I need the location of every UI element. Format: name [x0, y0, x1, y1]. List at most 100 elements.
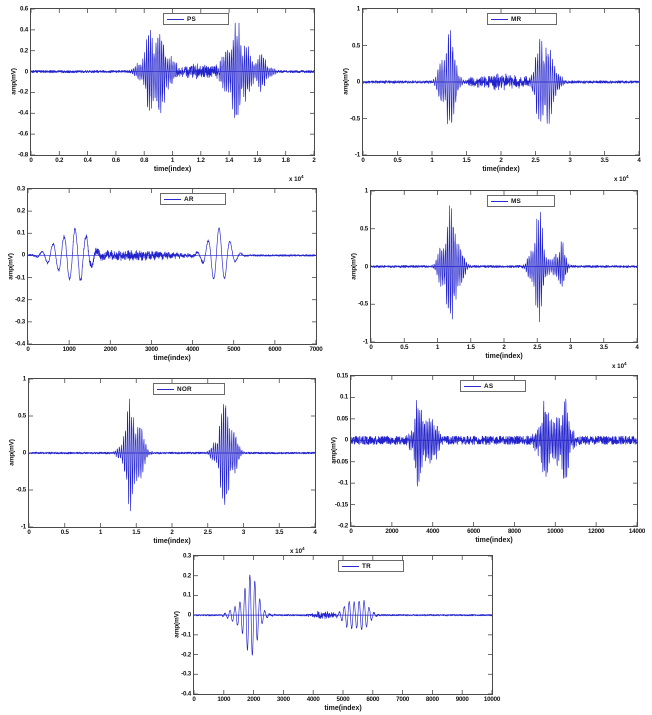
y-tick-label: -0.4: [181, 690, 191, 698]
y-tick-label: 0.15: [336, 372, 348, 380]
x-tick-label: 4000: [426, 528, 440, 535]
y-tick-label: -1: [362, 338, 368, 346]
y-tick-label: -0.6: [18, 130, 28, 138]
legend-line-sample: [157, 388, 174, 390]
waveform-svg-as: [351, 376, 637, 526]
legend-as[interactable]: AS: [460, 380, 526, 392]
y-tick-label: 0.6: [19, 5, 28, 13]
x-tick-label: 1.5: [466, 344, 475, 351]
x-tick-label: 1: [430, 157, 434, 164]
x-tick-label: 0.2: [55, 157, 64, 164]
legend-mr[interactable]: MR: [487, 13, 557, 25]
y-tick-label: 0.5: [359, 225, 368, 233]
exponent-prefix: x 10: [612, 363, 625, 371]
legend-label: PS: [187, 15, 196, 23]
x-tick-label: 1.4: [225, 157, 234, 164]
exponent-power: 4: [302, 546, 305, 551]
x-tick-label: 1.8: [281, 157, 290, 164]
x-tick-label: 3.5: [599, 344, 608, 351]
y-tick-label: 0.2: [182, 572, 191, 580]
y-tick-label: 0.5: [17, 412, 26, 420]
legend-nor[interactable]: NOR: [153, 383, 225, 395]
y-tick-label: 0: [187, 611, 191, 619]
legend-label: AS: [484, 382, 494, 390]
plot-area-ar: [27, 188, 317, 345]
y-tick-label: -1: [354, 151, 360, 159]
x-tick-label: 0: [26, 346, 30, 353]
legend-line-sample: [342, 565, 359, 567]
plot-area-ms: [370, 190, 638, 343]
x-tick-label: 1: [98, 529, 103, 536]
legend-ar[interactable]: AR: [160, 193, 226, 205]
y-tick-label: 0.4: [19, 26, 28, 34]
x-tick-label: 0: [29, 157, 33, 164]
y-axis-label: amp(mV): [8, 439, 16, 466]
legend-ms[interactable]: MS: [487, 195, 555, 207]
x-tick-label: 1000: [217, 696, 231, 703]
x-tick-label: 1: [435, 344, 440, 351]
legend-line-sample: [167, 18, 184, 20]
y-tick-label: 0: [356, 78, 360, 86]
x-tick-label: 0: [349, 528, 353, 535]
x-axis-label: time(index): [153, 538, 191, 545]
y-tick-label: 1: [364, 187, 368, 195]
y-tick-label: 0.1: [339, 393, 348, 401]
x-tick-label: 2000: [103, 346, 117, 353]
legend-label: TR: [362, 562, 371, 570]
x-axis-label: time(index): [153, 355, 191, 362]
legend-line-sample: [464, 385, 481, 387]
y-tick-label: -0.05: [334, 458, 348, 466]
x-axis-label: time(index): [475, 537, 513, 544]
legend-ps[interactable]: PS: [163, 13, 229, 25]
y-tick-label: 0: [364, 263, 368, 270]
x-tick-label: 8000: [425, 696, 439, 703]
y-tick-label: 0.2: [16, 207, 25, 215]
x-tick-label: 2.5: [531, 157, 540, 164]
x-tick-label: 10000: [483, 696, 501, 703]
y-tick-label: 0.05: [336, 415, 348, 423]
y-tick-label: 1: [356, 5, 360, 13]
y-tick-label: 0: [22, 449, 26, 457]
y-tick-label: 0: [21, 251, 25, 259]
y-tick-label: 0.1: [16, 229, 25, 237]
x-tick-label: 0.5: [400, 344, 409, 351]
y-tick-label: 0.3: [182, 552, 191, 560]
y-tick-label: -0.5: [358, 300, 368, 308]
x-tick-label: 0.4: [83, 157, 92, 164]
y-tick-label: 0.1: [182, 591, 191, 599]
x-tick-label: 2000: [247, 696, 261, 703]
x-tick-label: 0: [27, 529, 31, 536]
y-axis-label: amp(mV): [350, 252, 358, 280]
x-tick-label: 4: [637, 157, 641, 164]
exponent-prefix: x 10: [614, 176, 627, 184]
x-tick-label: 1.5: [132, 529, 141, 536]
y-axis-label: amp(mV): [10, 68, 18, 95]
x-tick-label: 3.5: [600, 157, 609, 164]
x-tick-label: 10000: [547, 528, 564, 535]
waveform-svg-tr: [194, 556, 492, 694]
y-tick-label: -0.5: [16, 486, 26, 494]
exponent-power: 4: [624, 361, 627, 366]
waveform-svg-nor: [29, 379, 315, 527]
x-tick-label: 1: [170, 157, 175, 164]
legend-tr[interactable]: TR: [338, 560, 404, 572]
x-tick-label: 3: [568, 344, 573, 351]
x-tick-label: 12000: [588, 528, 605, 535]
x-tick-label: 1.6: [253, 157, 262, 164]
y-tick-label: -0.2: [181, 651, 191, 659]
y-tick-label: 1: [22, 375, 26, 383]
x-tick-label: 5000: [336, 696, 350, 703]
waveform-svg-ps: [31, 9, 314, 155]
plot-area-as: [350, 375, 638, 527]
x-tick-label: 14000: [628, 528, 646, 535]
y-tick-label: -0.3: [15, 318, 25, 326]
x-tick-label: 4000: [306, 696, 320, 703]
y-tick-label: -0.4: [18, 109, 28, 117]
y-tick-label: -0.4: [15, 340, 25, 348]
plot-area-nor: [28, 378, 316, 528]
x-tick-label: 7000: [396, 696, 410, 703]
x-axis-exponent: x 104: [289, 174, 304, 183]
exponent-power: 4: [626, 174, 629, 179]
x-axis-label: time(index): [153, 166, 192, 173]
